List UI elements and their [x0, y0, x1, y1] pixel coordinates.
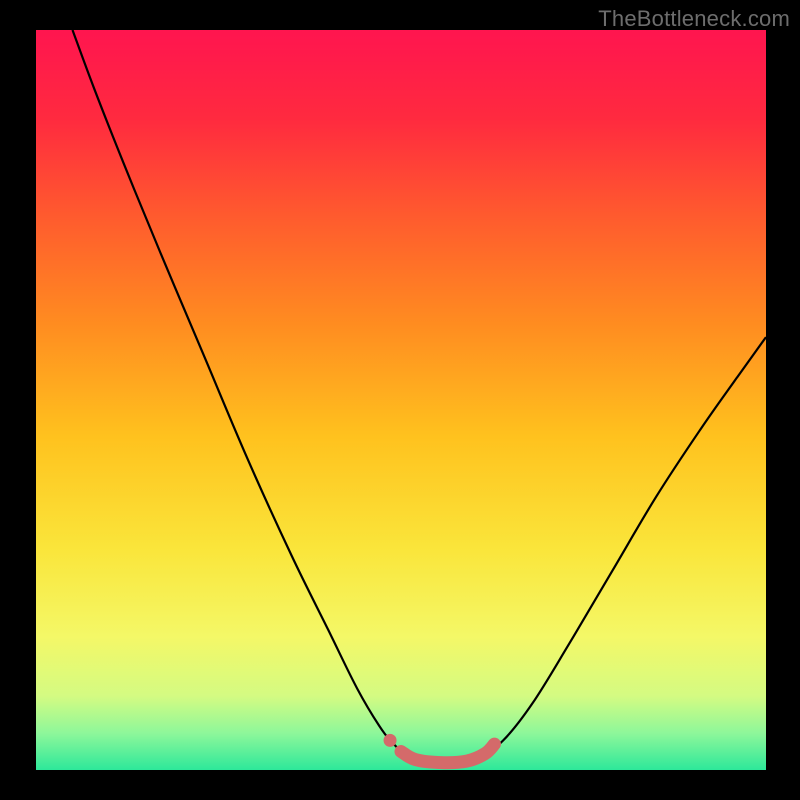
plot-area — [36, 30, 766, 770]
chart-frame: TheBottleneck.com — [0, 0, 800, 800]
optimal-marker-dot — [384, 734, 397, 747]
gradient-background — [36, 30, 766, 770]
watermark-text: TheBottleneck.com — [598, 6, 790, 32]
bottleneck-curve-svg — [36, 30, 766, 770]
